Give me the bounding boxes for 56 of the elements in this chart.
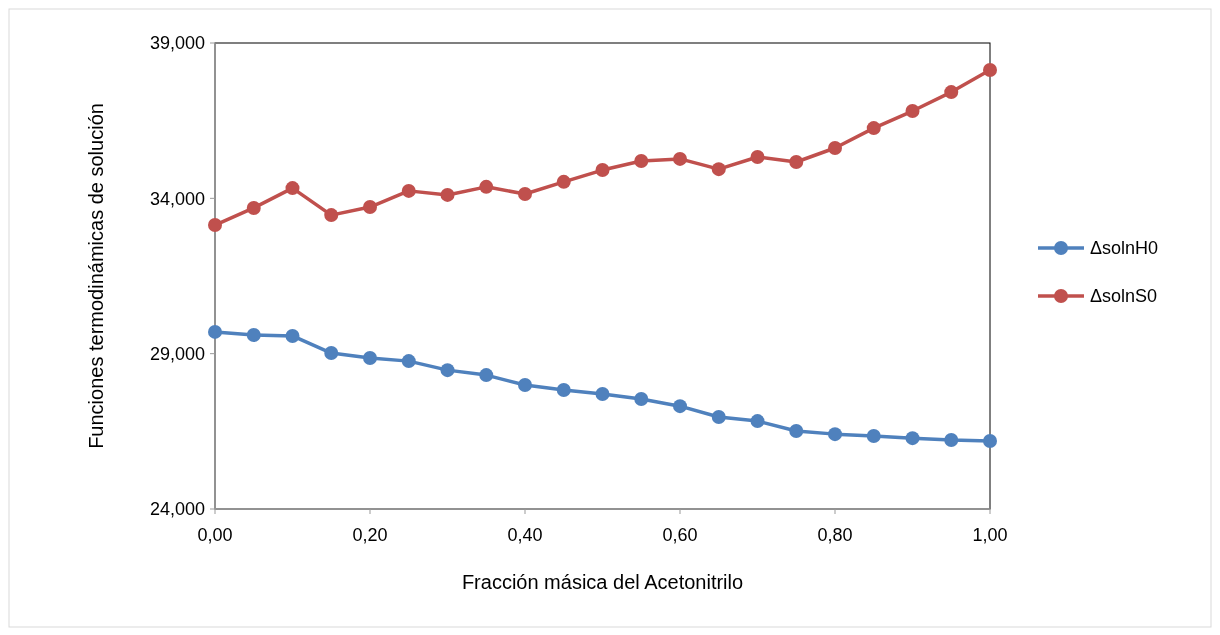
point (285, 328, 300, 343)
point (634, 154, 649, 169)
legend-label: ΔsolnS0 (1090, 286, 1158, 307)
point (750, 414, 765, 429)
point (285, 181, 300, 196)
y-tick-label: 24,000 (149, 499, 205, 520)
point (363, 200, 377, 215)
point (750, 150, 765, 165)
point (789, 424, 804, 439)
point (479, 179, 494, 194)
point (556, 383, 571, 398)
y-tick-label: 29,000 (149, 343, 205, 364)
point (401, 183, 416, 198)
point (595, 163, 610, 178)
point (983, 433, 997, 448)
point (711, 410, 726, 425)
point (866, 428, 881, 443)
y-axis-title: Funciones termodinámicas de solución (85, 103, 107, 449)
y-tick-label: 39,000 (149, 33, 205, 54)
x-tick-label: 1,00 (972, 525, 1008, 545)
point (828, 427, 842, 442)
point (479, 368, 494, 383)
point (401, 354, 416, 369)
x-tick-label: 0,20 (352, 525, 388, 545)
point (246, 328, 261, 343)
point (673, 151, 687, 166)
point (556, 174, 571, 189)
x-tick-label: 0,40 (507, 525, 543, 545)
point (789, 154, 804, 169)
x-axis-title: Fracción másica del Acetonitrilo (461, 571, 744, 593)
point (208, 324, 222, 339)
point (944, 433, 959, 448)
point (944, 85, 959, 100)
y-tick-label: 34,000 (149, 188, 205, 209)
point (324, 208, 339, 223)
point (828, 141, 842, 156)
point (711, 162, 726, 177)
point (866, 121, 881, 136)
point (983, 63, 997, 78)
point (208, 218, 222, 233)
x-tick-label: 0,60 (662, 525, 698, 545)
point (246, 200, 261, 215)
x-tick-label: 0,80 (817, 525, 853, 545)
point (595, 387, 610, 402)
point (634, 392, 649, 407)
point (440, 363, 455, 378)
point (440, 187, 455, 202)
point (905, 431, 920, 446)
point (518, 378, 532, 393)
point (363, 351, 377, 366)
point (905, 104, 920, 119)
x-tick-label: 0,00 (197, 525, 233, 545)
point (673, 399, 687, 414)
point (324, 346, 339, 361)
point (518, 186, 532, 201)
legend-label: ΔsolnH0 (1090, 238, 1159, 259)
